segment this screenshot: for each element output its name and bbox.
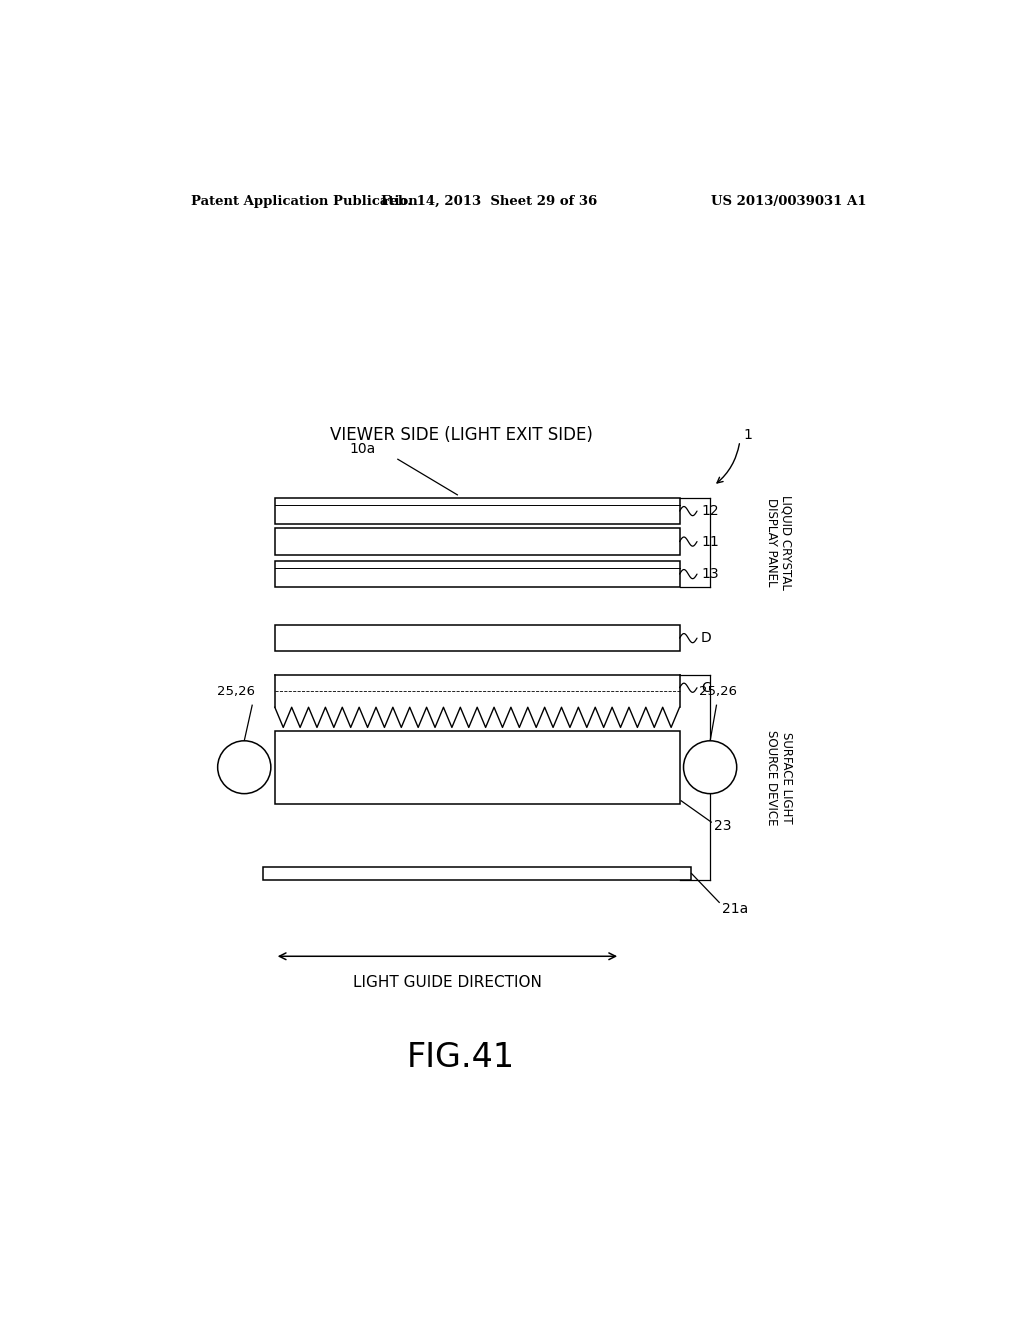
Text: 23: 23 bbox=[715, 820, 732, 833]
Bar bbox=[274, 561, 680, 587]
Text: 1: 1 bbox=[743, 428, 752, 442]
Bar bbox=[274, 624, 680, 651]
Text: LIQUID CRYSTAL
DISPLAY PANEL: LIQUID CRYSTAL DISPLAY PANEL bbox=[765, 495, 793, 590]
Text: 11: 11 bbox=[701, 535, 719, 549]
Text: 25,26: 25,26 bbox=[217, 685, 255, 698]
Bar bbox=[263, 867, 691, 880]
Text: SURFACE LIGHT
SOURCE DEVICE: SURFACE LIGHT SOURCE DEVICE bbox=[765, 730, 793, 825]
Bar bbox=[274, 528, 680, 554]
Text: 25,26: 25,26 bbox=[699, 685, 737, 698]
Text: C: C bbox=[701, 681, 711, 694]
Bar bbox=[274, 498, 680, 524]
Text: 10a: 10a bbox=[349, 442, 375, 457]
Text: LIGHT GUIDE DIRECTION: LIGHT GUIDE DIRECTION bbox=[353, 974, 542, 990]
Text: 13: 13 bbox=[701, 568, 719, 581]
Text: 21a: 21a bbox=[722, 902, 749, 916]
Text: US 2013/0039031 A1: US 2013/0039031 A1 bbox=[711, 194, 866, 207]
Ellipse shape bbox=[218, 741, 270, 793]
Text: 12: 12 bbox=[701, 504, 719, 517]
Text: D: D bbox=[701, 631, 712, 645]
Text: FIG.41: FIG.41 bbox=[408, 1041, 515, 1074]
Bar bbox=[274, 731, 680, 804]
Ellipse shape bbox=[684, 741, 736, 793]
Text: Patent Application Publication: Patent Application Publication bbox=[191, 194, 418, 207]
Text: Feb. 14, 2013  Sheet 29 of 36: Feb. 14, 2013 Sheet 29 of 36 bbox=[381, 194, 597, 207]
Text: VIEWER SIDE (LIGHT EXIT SIDE): VIEWER SIDE (LIGHT EXIT SIDE) bbox=[330, 426, 593, 444]
